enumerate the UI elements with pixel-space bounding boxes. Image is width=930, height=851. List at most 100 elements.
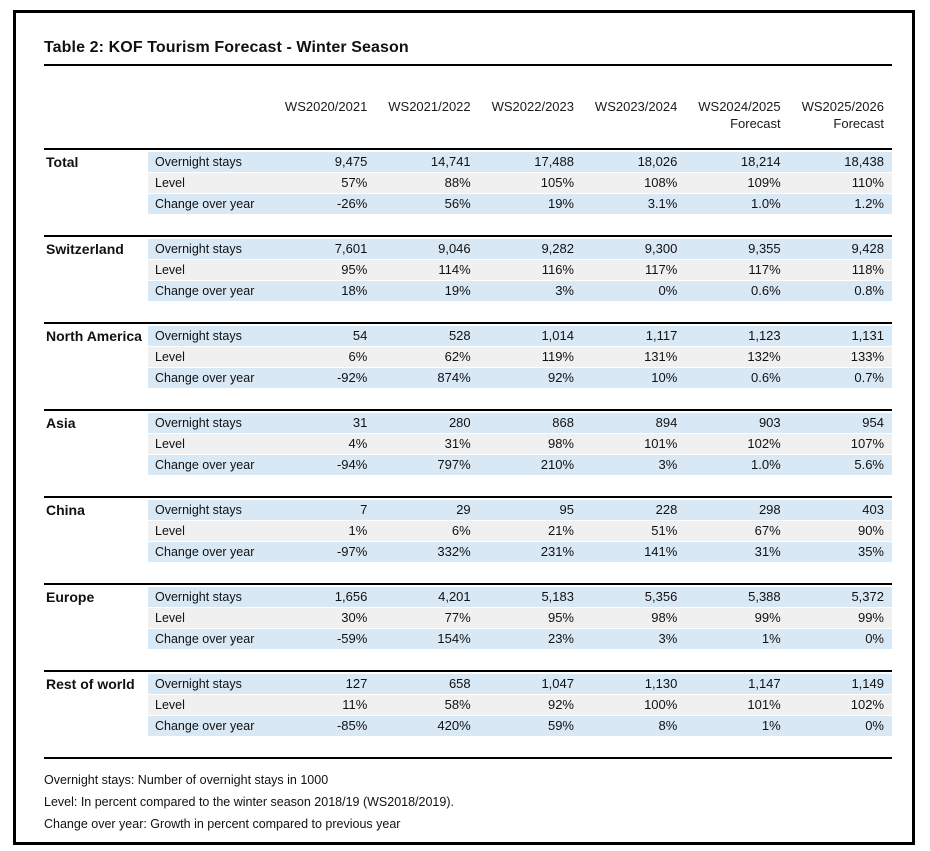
value-cell: 903 [685, 413, 789, 433]
region-group: Rest of world Overnight stays 127 658 1,047 1… [44, 670, 892, 737]
table-row: Change over year -85% 420% 59% 8% 1% 0% [44, 716, 892, 737]
value-cell: 7,601 [272, 239, 376, 259]
table-row: Level 57% 88% 105% 108% 109% 110% [44, 173, 892, 194]
forecast-label [272, 115, 367, 132]
region-group: Total Overnight stays 9,475 14,741 17,488 18,… [44, 148, 892, 215]
value-cell: 99% [788, 608, 892, 628]
value-cell: 3% [582, 629, 686, 649]
value-cell: 117% [582, 260, 686, 280]
footnote-level: Level: In percent compared to the winter… [44, 795, 454, 809]
value-cell: 92% [478, 368, 582, 388]
metric-label: Overnight stays [148, 239, 272, 259]
table-row: Change over year -26% 56% 19% 3.1% 1.0% 1.2% [44, 194, 892, 215]
value-cell: 1,130 [582, 674, 686, 694]
value-cell: 9,046 [375, 239, 479, 259]
value-cell: 9,300 [582, 239, 686, 259]
value-cell: 9,282 [478, 239, 582, 259]
forecast-label [479, 115, 574, 132]
region-name [44, 521, 148, 541]
region-name [44, 434, 148, 454]
metric-label: Change over year [148, 455, 272, 475]
value-cell: 5,388 [685, 587, 789, 607]
page-title: Table 2: KOF Tourism Forecast - Winter S… [44, 39, 892, 66]
value-cell: 35% [788, 542, 892, 562]
value-cell: 5,372 [788, 587, 892, 607]
value-cell: 11% [272, 695, 376, 715]
metric-label: Level [148, 347, 272, 367]
region-name [44, 347, 148, 367]
table-row: Level 4% 31% 98% 101% 102% 107% [44, 434, 892, 455]
value-cell: 3% [478, 281, 582, 301]
metric-label: Level [148, 173, 272, 193]
value-cell: -85% [272, 716, 376, 736]
value-cell: 98% [582, 608, 686, 628]
season-column-header: WS2023/2024 [582, 98, 685, 132]
value-cell: 21% [478, 521, 582, 541]
value-cell: 5,183 [478, 587, 582, 607]
table-row: Europe Overnight stays 1,656 4,201 5,183 5,35… [44, 587, 892, 608]
value-cell: 0% [788, 629, 892, 649]
value-cell: 403 [788, 500, 892, 520]
season-label: WS2021/2022 [388, 99, 471, 114]
value-cell: 95 [478, 500, 582, 520]
column-headers: WS2020/2021 WS2021/2022 WS2022/2023 WS2023/… [44, 98, 892, 132]
value-cell: 0.6% [685, 281, 789, 301]
region-name [44, 542, 148, 562]
table-row: Level 30% 77% 95% 98% 99% 99% [44, 608, 892, 629]
value-cell: 110% [788, 173, 892, 193]
metric-label: Change over year [148, 194, 272, 214]
value-cell: 1.0% [685, 194, 789, 214]
value-cell: 67% [685, 521, 789, 541]
value-cell: 658 [375, 674, 479, 694]
season-column-header: WS2024/2025 Forecast [685, 98, 788, 132]
footnotes-section: Overnight stays: Number of overnight sta… [44, 757, 892, 835]
table-row: North America Overnight stays 54 528 1,014 1,… [44, 326, 892, 347]
value-cell: -59% [272, 629, 376, 649]
table-row: Level 11% 58% 92% 100% 101% 102% [44, 695, 892, 716]
value-cell: 92% [478, 695, 582, 715]
value-cell: 88% [375, 173, 479, 193]
value-cell: 1.0% [685, 455, 789, 475]
value-cell: 31 [272, 413, 376, 433]
forecast-label [375, 115, 470, 132]
value-cell: 5.6% [788, 455, 892, 475]
value-cell: 6% [375, 521, 479, 541]
value-cell: 118% [788, 260, 892, 280]
value-cell: 874% [375, 368, 479, 388]
value-cell: 109% [685, 173, 789, 193]
table-row: Change over year -92% 874% 92% 10% 0.6% 0.7% [44, 368, 892, 389]
value-cell: 57% [272, 173, 376, 193]
value-cell: 3.1% [582, 194, 686, 214]
value-cell: 868 [478, 413, 582, 433]
value-cell: 117% [685, 260, 789, 280]
value-cell: 90% [788, 521, 892, 541]
season-column-header: WS2021/2022 [375, 98, 478, 132]
value-cell: 102% [788, 695, 892, 715]
metric-label: Overnight stays [148, 413, 272, 433]
metric-label: Level [148, 608, 272, 628]
metric-column-header [148, 98, 272, 132]
metric-label: Level [148, 260, 272, 280]
value-cell: 18% [272, 281, 376, 301]
season-column-header: WS2020/2021 [272, 98, 375, 132]
value-cell: 51% [582, 521, 686, 541]
region-group: Asia Overnight stays 31 280 868 894 903 954 Leve… [44, 409, 892, 476]
value-cell: 31% [685, 542, 789, 562]
value-cell: 1% [272, 521, 376, 541]
value-cell: 108% [582, 173, 686, 193]
value-cell: 131% [582, 347, 686, 367]
value-cell: 23% [478, 629, 582, 649]
value-cell: 56% [375, 194, 479, 214]
value-cell: 1,149 [788, 674, 892, 694]
value-cell: 9,355 [685, 239, 789, 259]
value-cell: 420% [375, 716, 479, 736]
table-row: Level 6% 62% 119% 131% 132% 133% [44, 347, 892, 368]
value-cell: 95% [272, 260, 376, 280]
value-cell: 141% [582, 542, 686, 562]
region-group: North America Overnight stays 54 528 1,014 1,… [44, 322, 892, 389]
value-cell: 8% [582, 716, 686, 736]
value-cell: 77% [375, 608, 479, 628]
table-row: Change over year -94% 797% 210% 3% 1.0% 5.6% [44, 455, 892, 476]
value-cell: -92% [272, 368, 376, 388]
region-name [44, 260, 148, 280]
